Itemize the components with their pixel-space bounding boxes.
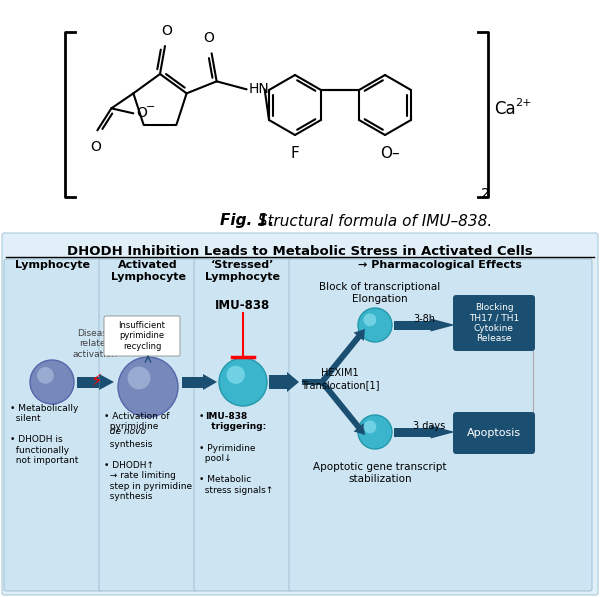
Circle shape <box>358 308 392 342</box>
Text: • Activation of
  pyrimidine: • Activation of pyrimidine <box>104 412 170 432</box>
Text: O: O <box>161 24 172 38</box>
Text: 3-8h: 3-8h <box>413 314 435 324</box>
Text: IMU-838: IMU-838 <box>215 299 271 312</box>
FancyBboxPatch shape <box>453 295 535 351</box>
Polygon shape <box>431 426 455 439</box>
Text: •: • <box>199 412 207 421</box>
Bar <box>0 0 600 235</box>
Polygon shape <box>287 372 299 392</box>
Text: 2+: 2+ <box>515 98 532 108</box>
Text: Structural formula of IMU–838.: Structural formula of IMU–838. <box>253 214 492 229</box>
FancyBboxPatch shape <box>194 259 292 591</box>
Polygon shape <box>99 374 114 390</box>
FancyArrow shape <box>320 380 365 435</box>
Text: Ca: Ca <box>494 100 515 118</box>
Text: Apoptotic gene transcript
stabilization: Apoptotic gene transcript stabilization <box>313 462 447 484</box>
Text: −: − <box>145 102 155 112</box>
Text: ⚡: ⚡ <box>90 372 102 390</box>
Circle shape <box>30 360 74 404</box>
Text: 2: 2 <box>481 187 490 201</box>
Text: F: F <box>290 146 299 161</box>
Text: Apoptosis: Apoptosis <box>467 428 521 438</box>
Bar <box>394 321 431 330</box>
Text: O: O <box>203 32 214 45</box>
FancyBboxPatch shape <box>99 259 197 591</box>
FancyBboxPatch shape <box>4 259 102 591</box>
FancyBboxPatch shape <box>104 316 180 356</box>
Bar <box>77 377 99 387</box>
FancyBboxPatch shape <box>2 233 598 595</box>
Bar <box>394 427 431 436</box>
Text: DHODH Inhibition Leads to Metabolic Stress in Activated Cells: DHODH Inhibition Leads to Metabolic Stre… <box>67 245 533 258</box>
Circle shape <box>37 367 54 384</box>
Text: IMU-838
  triggering:: IMU-838 triggering: <box>205 412 266 432</box>
Text: de novo: de novo <box>104 427 146 436</box>
Circle shape <box>128 367 151 389</box>
Polygon shape <box>203 374 217 390</box>
Text: → Pharmacological Effects: → Pharmacological Effects <box>358 260 522 270</box>
Text: HN: HN <box>248 82 269 96</box>
Circle shape <box>364 313 376 327</box>
FancyArrow shape <box>320 329 365 384</box>
Polygon shape <box>431 319 455 331</box>
Text: O: O <box>90 140 101 155</box>
Text: O: O <box>136 106 147 121</box>
Circle shape <box>219 358 267 406</box>
Text: • Pyrimidine
  pool↓

• Metabolic
  stress signals↑: • Pyrimidine pool↓ • Metabolic stress si… <box>199 444 273 494</box>
Text: Block of transcriptional
Elongation: Block of transcriptional Elongation <box>319 282 440 304</box>
Text: ‘Stressed’
Lymphocyte: ‘Stressed’ Lymphocyte <box>205 260 281 282</box>
FancyBboxPatch shape <box>289 259 592 591</box>
Text: 3 days: 3 days <box>413 421 445 431</box>
Text: Blocking
TH17 / TH1
Cytokine
Release: Blocking TH17 / TH1 Cytokine Release <box>469 303 519 343</box>
Bar <box>302 379 322 385</box>
Text: Activated
Lymphocyte: Activated Lymphocyte <box>110 260 185 282</box>
Text: Lymphocyte: Lymphocyte <box>14 260 89 270</box>
Text: Disease
related
activation: Disease related activation <box>73 329 118 359</box>
Text: O–: O– <box>380 146 400 161</box>
Circle shape <box>118 357 178 417</box>
Circle shape <box>227 366 245 384</box>
Circle shape <box>358 415 392 449</box>
Bar <box>269 375 287 389</box>
Text: Fig. 1.: Fig. 1. <box>220 214 274 229</box>
Text: Insufficient
pyrimidine
recycling: Insufficient pyrimidine recycling <box>119 321 166 351</box>
Text: • Metabolically
  silent

• DHODH is
  functionally
  not important: • Metabolically silent • DHODH is functi… <box>10 404 79 465</box>
Bar <box>182 377 203 387</box>
Circle shape <box>364 420 376 433</box>
Text: HEXIM1
Translocation[1]: HEXIM1 Translocation[1] <box>301 368 379 390</box>
FancyBboxPatch shape <box>453 412 535 454</box>
Text: synthesis

• DHODH↑
  → rate limiting
  step in pyrimidine
  synthesis: synthesis • DHODH↑ → rate limiting step … <box>104 440 192 501</box>
